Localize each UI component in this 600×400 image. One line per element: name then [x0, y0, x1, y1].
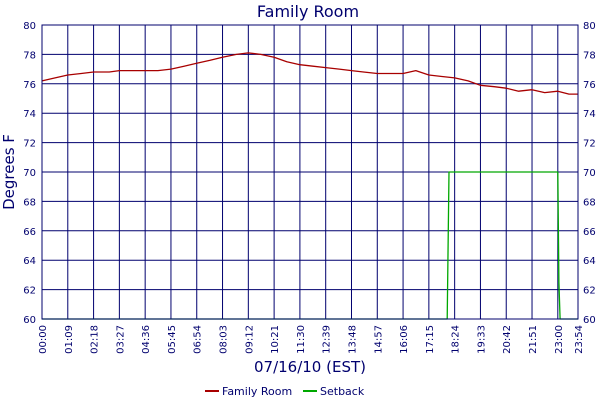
y-tick-label-left: 76 — [23, 80, 36, 91]
x-tick-label: 23:54 — [574, 325, 585, 354]
y-tick-label-left: 70 — [23, 168, 36, 179]
legend-label: Setback — [320, 385, 365, 398]
y-tick-label-right: 70 — [583, 168, 596, 179]
y-tick-label-right: 74 — [583, 109, 596, 120]
series-line-0 — [41, 52, 578, 95]
x-axis-label: 07/16/10 (EST) — [254, 358, 366, 376]
y-tick-label-left: 62 — [23, 286, 36, 297]
x-tick-label: 05:45 — [167, 325, 178, 354]
y-tick-label-right: 76 — [583, 80, 596, 91]
y-tick-label-right: 62 — [583, 286, 596, 297]
x-tick-label: 21:51 — [528, 325, 539, 354]
y-tick-label-left: 72 — [23, 139, 36, 150]
y-tick-label-right: 78 — [583, 50, 596, 61]
y-tick-label-left: 78 — [23, 50, 36, 61]
y-tick-label-right: 60 — [583, 315, 596, 326]
y-tick-label-right: 68 — [583, 197, 596, 208]
x-tick-label: 06:54 — [193, 325, 204, 354]
x-tick-label: 08:03 — [219, 325, 230, 354]
x-tick-label: 18:24 — [451, 325, 462, 354]
x-tick-label: 13:48 — [347, 325, 358, 354]
x-tick-label: 00:00 — [38, 325, 49, 354]
y-tick-label-left: 80 — [23, 21, 36, 32]
y-tick-label-right: 64 — [583, 256, 596, 267]
plot-frame — [41, 24, 579, 320]
y-tick-label-left: 74 — [23, 109, 36, 120]
y-tick-label-left: 60 — [23, 315, 36, 326]
legend: Family Room Setback — [205, 385, 365, 398]
x-tick-label: 23:00 — [554, 325, 565, 354]
y-axis-left: 60 62 64 66 68 70 72 74 76 78 80 — [23, 21, 36, 326]
y-axis-label: Degrees F — [0, 134, 18, 210]
x-tick-label: 10:21 — [270, 325, 281, 354]
x-tick-label: 01:09 — [64, 325, 75, 354]
y-tick-label-left: 68 — [23, 197, 36, 208]
x-tick-label: 14:57 — [373, 325, 384, 354]
x-tick-label: 16:06 — [399, 325, 410, 354]
x-tick-label: 20:42 — [502, 325, 513, 354]
x-tick-label: 17:15 — [425, 325, 436, 354]
x-tick-label: 09:12 — [244, 325, 255, 354]
x-tick-label: 19:33 — [476, 325, 487, 354]
legend-label: Family Room — [222, 385, 292, 398]
chart-title: Family Room — [257, 2, 359, 21]
x-axis: 00:00 01:09 02:18 03:27 04:36 05:45 06:54 08:03… — [38, 325, 585, 354]
y-axis-right: 60 62 64 66 68 70 72 74 76 78 80 — [583, 21, 596, 326]
x-tick-label: 12:39 — [322, 325, 333, 354]
y-tick-label-right: 80 — [583, 21, 596, 32]
x-tick-label: 03:27 — [115, 325, 126, 354]
y-tick-label-right: 66 — [583, 227, 596, 238]
x-tick-label: 04:36 — [141, 325, 152, 354]
y-tick-label-left: 64 — [23, 256, 36, 267]
x-tick-label: 02:18 — [90, 325, 101, 354]
x-tick-label: 11:30 — [296, 325, 307, 354]
y-tick-label-left: 66 — [23, 227, 36, 238]
y-tick-label-right: 72 — [583, 139, 596, 150]
